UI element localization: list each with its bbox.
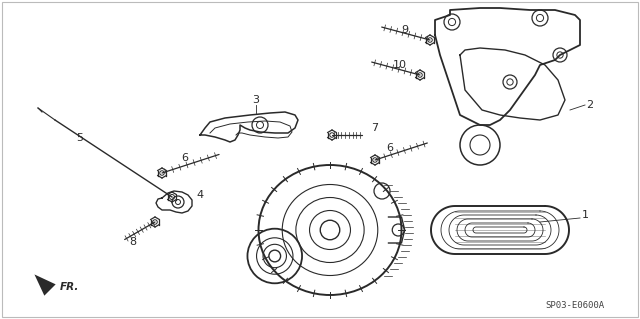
Text: 5: 5 bbox=[77, 133, 83, 143]
Text: 7: 7 bbox=[371, 123, 379, 133]
Text: FR.: FR. bbox=[60, 282, 79, 292]
Text: 6: 6 bbox=[182, 153, 189, 163]
Text: 4: 4 bbox=[196, 190, 204, 200]
Text: 3: 3 bbox=[253, 95, 259, 105]
Polygon shape bbox=[35, 274, 56, 296]
Text: 8: 8 bbox=[129, 237, 136, 247]
Text: 9: 9 bbox=[401, 25, 408, 35]
Text: 2: 2 bbox=[586, 100, 593, 110]
Text: 10: 10 bbox=[393, 60, 407, 70]
Text: 1: 1 bbox=[582, 210, 589, 220]
Text: 6: 6 bbox=[387, 143, 394, 153]
Text: SP03-E0600A: SP03-E0600A bbox=[545, 300, 605, 309]
